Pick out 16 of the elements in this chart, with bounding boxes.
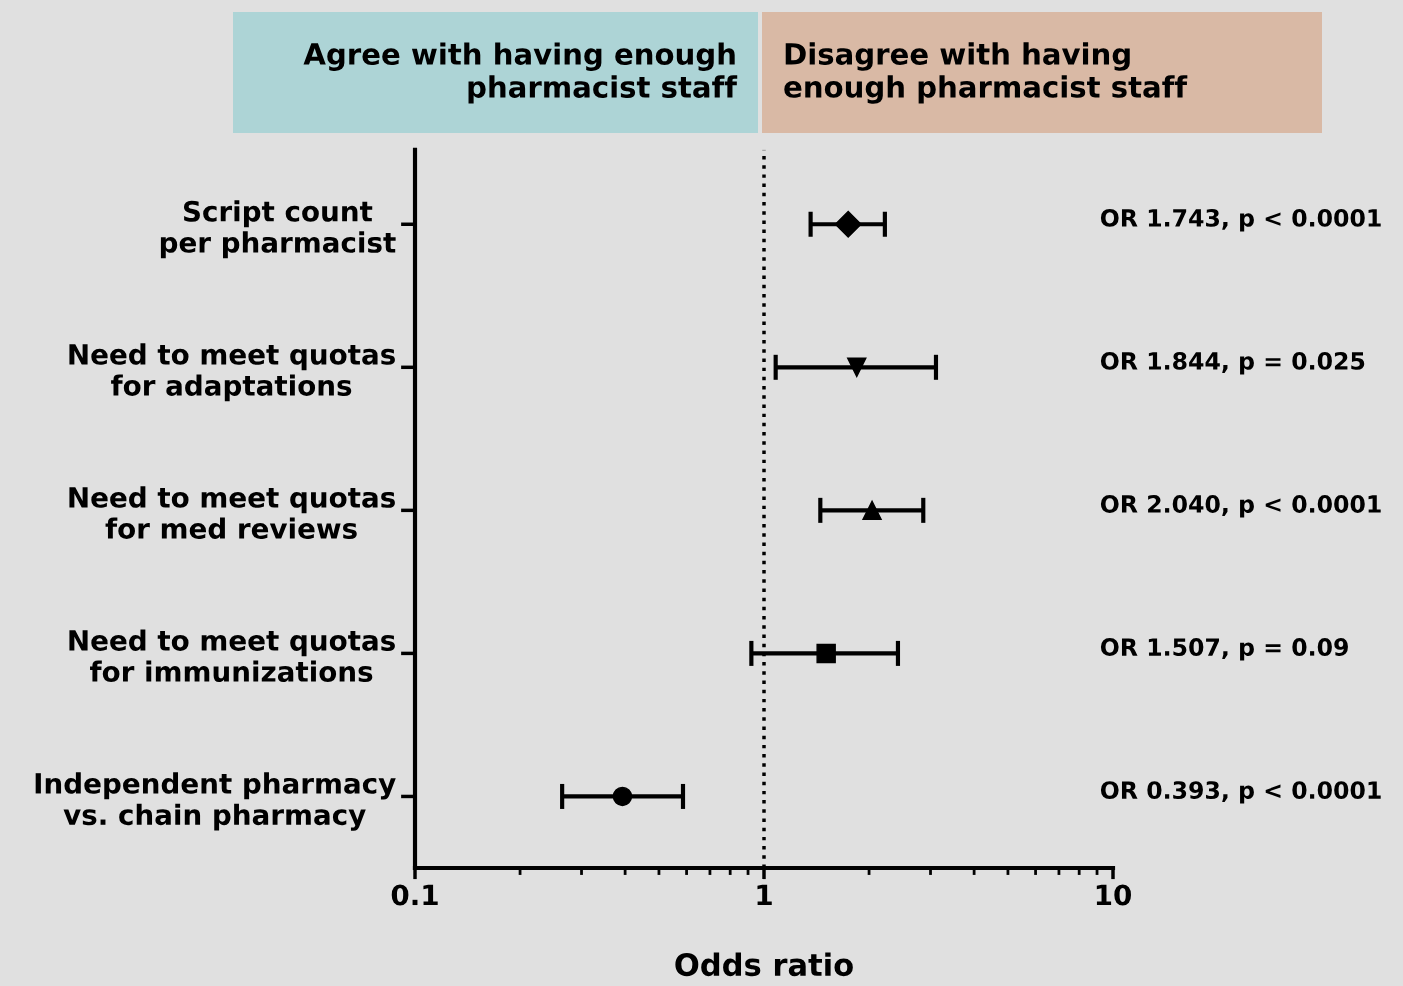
text: Disagree with having enough pharmacist staff xyxy=(784,42,1188,104)
annotation: OR 1.507, p = 0.09 xyxy=(1100,638,1348,661)
y-tick-label: Script count per pharmacist xyxy=(160,200,396,259)
x-tick-label: 1 xyxy=(757,884,772,906)
annotation: OR 2.040, p < 0.0001 xyxy=(1100,495,1381,518)
y-tick-label: Independent pharmacy vs. chain pharmacy xyxy=(35,772,396,831)
y-tick-label: Need to meet quotas for med reviews xyxy=(69,486,395,539)
x-tick-label: 0.1 xyxy=(391,884,438,906)
annotation: OR 1.743, p < 0.0001 xyxy=(1100,208,1381,232)
y-tick-label: Need to meet quotas for immunizations xyxy=(69,629,395,683)
annotation: OR 1.844, p = 0.025 xyxy=(1100,352,1365,375)
x-tick-label: 10 xyxy=(1096,884,1131,906)
y-tick-label: Need to meet quotas for adaptations xyxy=(69,343,395,402)
annotation: OR 0.393, p < 0.0001 xyxy=(1100,781,1381,804)
text: Agree with having enough pharmacist staff xyxy=(303,42,738,104)
x-axis-title: Odds ratio xyxy=(675,952,853,977)
